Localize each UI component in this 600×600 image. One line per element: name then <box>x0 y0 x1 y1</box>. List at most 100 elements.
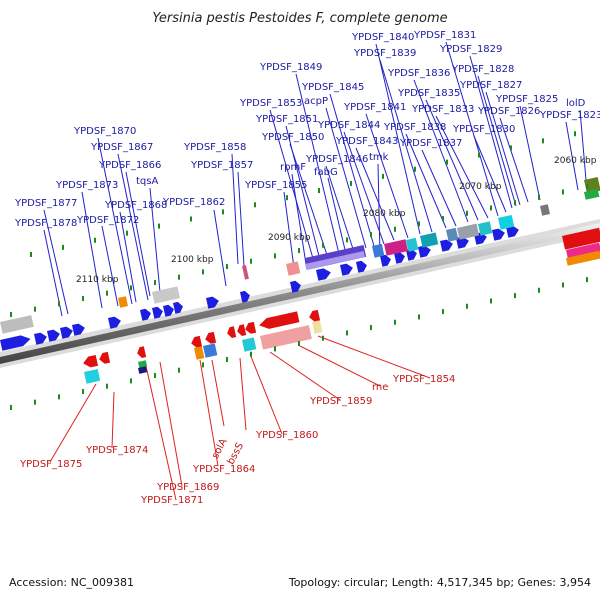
gene-label[interactable]: solA <box>210 437 230 461</box>
tick-dot <box>466 210 468 216</box>
tick-dot <box>418 314 420 320</box>
gene-label[interactable]: YPDSF_1844 <box>317 120 380 131</box>
gene-label[interactable]: YPDSF_1870 <box>73 126 136 137</box>
gene-label[interactable]: YPDSF_1840 <box>351 32 414 43</box>
gene-label[interactable]: YPDSF_1869 <box>156 482 219 493</box>
gene-label[interactable]: YPDSF_1878 <box>14 218 77 229</box>
gene-label[interactable]: YPDSF_1825 <box>495 94 558 105</box>
gene-label[interactable]: YPDSF_1857 <box>190 160 253 171</box>
forward-label-connector <box>365 113 409 239</box>
gene-label[interactable]: YPDSF_1846 <box>305 154 368 165</box>
forward-label-connector <box>355 147 395 241</box>
magenta-feature <box>566 242 600 260</box>
tick-dot <box>478 152 480 158</box>
tick-dot <box>178 274 180 280</box>
gene-label[interactable]: YPDSF_1858 <box>183 142 246 153</box>
tick-dot <box>226 357 228 363</box>
gene-label[interactable]: lolD <box>566 98 586 109</box>
tick-dot <box>10 312 12 317</box>
gene-label[interactable]: YPDSF_1836 <box>387 68 450 79</box>
navy-feature <box>138 366 148 374</box>
forward-gene-arrow <box>72 323 85 336</box>
gene-label[interactable]: YPDSF_1867 <box>90 142 153 153</box>
tick-dot <box>254 202 256 208</box>
forward-label-connector <box>213 209 227 287</box>
tick-dot <box>202 362 204 368</box>
gene-label[interactable]: YPDSF_1829 <box>439 44 502 55</box>
gene-label[interactable]: YPDSF_1875 <box>19 459 82 470</box>
tick-dot <box>514 200 516 206</box>
gene-label[interactable]: YPDSF_1877 <box>14 198 77 209</box>
tick-dot <box>34 399 36 405</box>
gene-label[interactable]: YPDSF_1853 <box>239 98 302 109</box>
gene-label[interactable]: YPDSF_1868 <box>104 200 167 211</box>
gene-label[interactable]: rne <box>372 382 388 393</box>
gene-label[interactable]: YPDSF_1823 <box>539 110 600 121</box>
forward-label-connector <box>473 135 507 213</box>
pink-feature <box>259 325 312 350</box>
gene-label[interactable]: YPDSF_1866 <box>98 160 161 171</box>
gene-label[interactable]: YPDSF_1830 <box>452 124 515 135</box>
kbp-label: 2080 kbp <box>363 209 406 219</box>
gene-label[interactable]: YPDSF_1871 <box>140 495 203 506</box>
gene-label[interactable]: fabG <box>314 167 338 178</box>
tick-dot <box>586 184 588 190</box>
gene-label[interactable]: YPDSF_1835 <box>397 88 460 99</box>
gene-label[interactable]: YPDSF_1854 <box>392 374 455 385</box>
forward-gene-arrow <box>316 268 331 281</box>
gene-label[interactable]: YPDSF_1845 <box>301 82 364 93</box>
tick-dot <box>322 335 324 341</box>
reverse-gene-arrow <box>245 321 257 334</box>
gene-label[interactable]: YPDSF_1859 <box>309 396 372 407</box>
forward-label-connector <box>477 75 517 207</box>
gene-label[interactable]: tqsA <box>136 176 158 187</box>
orange-feature <box>566 250 600 266</box>
gray-feature <box>457 223 480 240</box>
gene-label[interactable]: YPDSF_1826 <box>477 106 540 117</box>
tick-dot <box>586 277 588 283</box>
gene-label[interactable]: YPDSF_1872 <box>76 215 139 226</box>
gene-label[interactable]: acpP <box>304 96 328 107</box>
gene-label[interactable]: YPDSF_1860 <box>255 430 318 441</box>
gene-label[interactable]: YPDSF_1849 <box>259 62 322 73</box>
tick-dot <box>94 237 96 243</box>
gene-label[interactable]: YPDSF_1827 <box>459 80 522 91</box>
gene-label[interactable]: YPDSF_1873 <box>55 180 118 191</box>
gene-label[interactable]: YPDSF_1828 <box>451 64 514 75</box>
gene-label[interactable]: tmk <box>369 152 389 163</box>
tick-dot <box>442 216 444 222</box>
tick-dot <box>346 237 348 243</box>
accession-text: Accession: NC_009381 <box>9 576 134 589</box>
reverse-gene-arrow <box>191 335 203 348</box>
tick-dot <box>542 138 544 144</box>
gene-label[interactable]: YPDSF_1850 <box>261 132 324 143</box>
forward-label-connector <box>269 109 315 263</box>
forward-label-connector <box>565 121 579 191</box>
gene-label[interactable]: YPDSF_1851 <box>255 114 318 125</box>
gene-label[interactable]: YPDSF_1862 <box>162 197 225 208</box>
gene-label[interactable]: YPDSF_1855 <box>244 180 307 191</box>
forward-label-connector <box>149 187 161 293</box>
gene-label[interactable]: YPDSF_1864 <box>192 464 255 475</box>
gene-label[interactable]: YPDSF_1874 <box>85 445 148 456</box>
tick-dot <box>350 180 352 186</box>
tick-dot <box>154 373 156 379</box>
gene-label[interactable]: YPDSF_1837 <box>399 138 462 149</box>
forward-label-connector <box>231 153 239 265</box>
gene-label[interactable]: YPDSF_1831 <box>413 30 476 41</box>
gene-label[interactable]: rpmF <box>280 162 306 173</box>
cyan-feature <box>242 337 257 352</box>
gene-label[interactable]: YPDSF_1833 <box>411 104 474 115</box>
blue-feature <box>203 343 218 358</box>
gene-label[interactable]: YPDSF_1839 <box>353 48 416 59</box>
gene-label[interactable]: YPDSF_1843 <box>335 136 398 147</box>
forward-gene-arrow <box>340 263 353 276</box>
tick-dot <box>514 293 516 299</box>
forward-label-connector <box>283 191 295 269</box>
gene-label[interactable]: bssS <box>226 441 247 467</box>
gene-label[interactable]: YPDSF_1841 <box>343 102 406 113</box>
gene-label[interactable]: YPDSF_1838 <box>383 122 446 133</box>
forward-gene-labels: lolD YPDSF_1823 YPDSF_1825 YPDSF_1826 YP… <box>14 30 600 229</box>
orange-feature <box>117 296 128 308</box>
